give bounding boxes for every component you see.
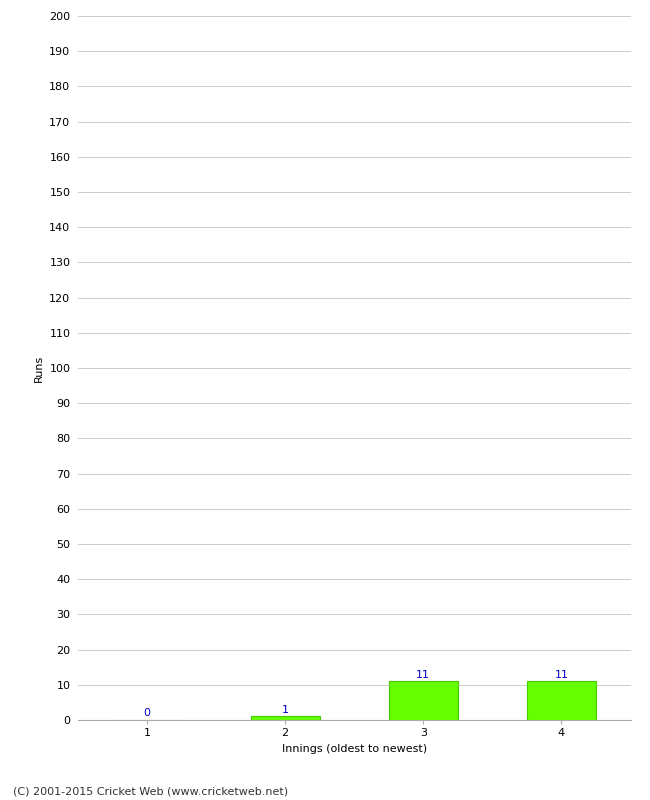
- Text: 0: 0: [144, 708, 151, 718]
- Y-axis label: Runs: Runs: [34, 354, 44, 382]
- Text: 11: 11: [554, 670, 569, 679]
- Bar: [527, 682, 596, 720]
- Text: 1: 1: [281, 705, 289, 714]
- Text: (C) 2001-2015 Cricket Web (www.cricketweb.net): (C) 2001-2015 Cricket Web (www.cricketwe…: [13, 786, 288, 796]
- X-axis label: Innings (oldest to newest): Innings (oldest to newest): [281, 744, 427, 754]
- Bar: [251, 717, 320, 720]
- Bar: [389, 682, 458, 720]
- Text: 11: 11: [416, 670, 430, 679]
